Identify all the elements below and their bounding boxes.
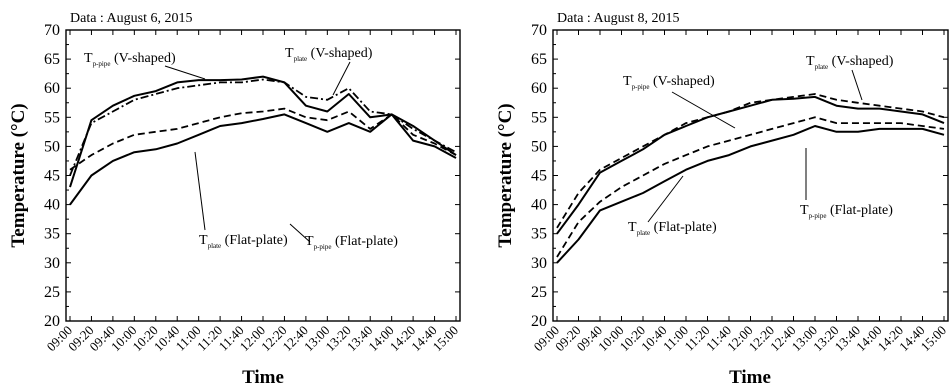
- x-axis-label: Time: [729, 367, 771, 387]
- y-tick-label: 45: [531, 168, 547, 185]
- y-tick-label: 55: [531, 109, 547, 126]
- x-axis-label: Time: [242, 367, 284, 387]
- annotation-leader: [647, 175, 684, 223]
- y-tick-label: 25: [44, 284, 60, 301]
- series-annotation: Tp-pipe (Flat-plate): [305, 234, 398, 251]
- y-axis-label: Temperature (°C): [8, 103, 29, 247]
- y-tick-label: 50: [44, 138, 60, 155]
- annotation-leader: [851, 69, 863, 101]
- series-annotation: Tplate (Flat-plate): [199, 233, 288, 250]
- series-line-1: [69, 75, 457, 188]
- y-tick-label: 45: [44, 168, 60, 185]
- y-tick-label: 35: [531, 226, 547, 243]
- y-tick-label: 30: [531, 255, 547, 272]
- series-line-2: [556, 93, 945, 229]
- annotation-leader: [332, 61, 351, 96]
- y-tick-label: 55: [44, 109, 60, 126]
- annotation-leader: [164, 65, 206, 80]
- plot-frame: [65, 29, 461, 322]
- chart-1: 202530354045505560657009:0009:2009:4010:…: [8, 11, 461, 387]
- series-annotation: Tplate (V-shaped): [806, 54, 894, 71]
- x-tick-label: 15:00: [918, 323, 950, 355]
- y-tick-label: 65: [531, 51, 547, 68]
- y-tick-label: 60: [44, 80, 60, 97]
- y-tick-label: 25: [531, 284, 547, 301]
- series-line-4: [556, 125, 945, 264]
- series-annotation: Tp-pipe (V-shaped): [84, 51, 176, 68]
- series-annotation: Tp-pipe (Flat-plate): [800, 203, 893, 220]
- series-annotation: Tplate (V-shaped): [285, 46, 373, 63]
- y-tick-label: 20: [531, 313, 547, 330]
- y-tick-label: 50: [531, 138, 547, 155]
- y-tick-label: 70: [44, 22, 60, 39]
- chart-caption: Data : August 8, 2015: [557, 11, 680, 26]
- y-tick-label: 60: [531, 80, 547, 97]
- series-line-3: [556, 116, 945, 258]
- plot-frame: [552, 29, 949, 322]
- y-tick-label: 70: [531, 22, 547, 39]
- series-line-4: [69, 113, 457, 206]
- y-tick-label: 40: [531, 197, 547, 214]
- y-tick-label: 30: [44, 255, 60, 272]
- chart-caption: Data : August 6, 2015: [70, 11, 193, 26]
- y-tick-label: 35: [44, 226, 60, 243]
- series-line-2: [69, 78, 457, 176]
- y-axis-label: Temperature (°C): [495, 103, 516, 247]
- series-line-1: [556, 95, 945, 235]
- chart-2: 202530354045505560657009:0009:2009:4010:…: [495, 11, 949, 387]
- series-annotation: Tplate (Flat-plate): [628, 220, 717, 237]
- y-tick-label: 65: [44, 51, 60, 68]
- annotation-leader: [194, 151, 206, 231]
- annotation-leader: [289, 223, 311, 243]
- y-tick-label: 20: [44, 313, 60, 330]
- y-tick-label: 40: [44, 197, 60, 214]
- annotation-leader: [671, 91, 736, 129]
- x-tick-label: 15:00: [430, 323, 462, 355]
- series-annotation: Tp-pipe (V-shaped): [623, 74, 715, 91]
